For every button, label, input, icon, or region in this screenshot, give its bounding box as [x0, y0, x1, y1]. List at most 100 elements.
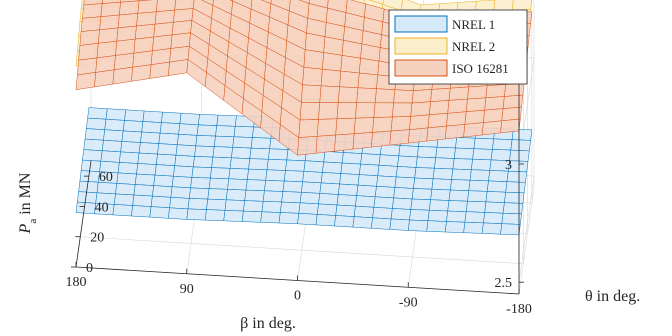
- surface-2-patch: [389, 129, 410, 146]
- x-tick-label-3: -90: [399, 295, 418, 310]
- surface-2-patch: [334, 133, 355, 152]
- surface-2-patch: [315, 134, 336, 154]
- surface-0-patch: [134, 173, 156, 186]
- surface-1-patch: [511, 0, 532, 11]
- y-tick-label-0: 0: [86, 261, 93, 276]
- z-axis-title-rest: in MN: [17, 172, 34, 219]
- surface-0-patch: [153, 174, 174, 187]
- y-tick-label-2: 40: [95, 200, 109, 215]
- surface-0-patch: [372, 207, 393, 220]
- surface-0-patch: [179, 112, 200, 126]
- surface-0-patch: [323, 151, 344, 164]
- surface-0-patch: [245, 179, 266, 192]
- surface-0-patch: [483, 212, 504, 224]
- surface-2-patch: [463, 122, 484, 138]
- surface-0-patch: [158, 132, 179, 145]
- surface-0-patch: [189, 187, 210, 200]
- surface-0-patch: [173, 165, 194, 178]
- surface-2-patch: [154, 9, 175, 25]
- surface-2-patch: [302, 67, 323, 87]
- surface-0-patch: [413, 177, 434, 190]
- surface-0-patch: [471, 158, 492, 171]
- surface-0-patch: [192, 156, 214, 168]
- surface-0-patch: [154, 164, 175, 177]
- surface-2-patch: [500, 118, 521, 134]
- surface-2-patch: [448, 86, 470, 101]
- surface-0-patch: [486, 180, 508, 193]
- surface-0-patch: [336, 194, 357, 207]
- surface-2-patch: [298, 119, 319, 138]
- surface-0-patch: [389, 218, 410, 231]
- surface-0-patch: [86, 117, 107, 130]
- surface-0-patch: [248, 158, 269, 171]
- surface-0-patch: [190, 177, 211, 189]
- surface-0-patch: [360, 153, 381, 166]
- surface-2-patch: [483, 108, 504, 123]
- surface-2-patch: [149, 61, 170, 79]
- surface-0-patch: [82, 149, 103, 162]
- surface-0-patch: [195, 135, 216, 147]
- surface-0-patch: [339, 173, 360, 186]
- surface-0-patch: [101, 139, 123, 153]
- surface-2-patch: [323, 36, 344, 56]
- surface-0-patch: [178, 123, 199, 136]
- surface-0-patch: [241, 210, 263, 223]
- surface-0-patch: [303, 160, 324, 173]
- surface-0-patch: [322, 161, 343, 174]
- surface-2-patch: [299, 102, 321, 121]
- surface-0-patch: [468, 179, 489, 192]
- surface-0-patch: [119, 151, 140, 164]
- surface-0-patch: [250, 137, 272, 150]
- surface-2-patch: [116, 25, 137, 42]
- floor-grid-beta-4: [518, 187, 535, 295]
- surface-2-patch: [319, 85, 340, 103]
- surface-0-patch: [450, 179, 471, 191]
- surface-0-patch: [215, 125, 236, 138]
- surface-2-patch: [119, 0, 140, 16]
- surface-0-patch: [302, 171, 323, 184]
- y-tick-label-1: 20: [90, 231, 104, 246]
- surface-0-patch: [446, 210, 467, 223]
- surface-0-patch: [207, 188, 228, 201]
- surface-0-patch: [268, 148, 289, 161]
- surface-0-patch: [233, 126, 254, 138]
- surface-0-patch: [187, 198, 209, 210]
- surface-0-patch: [500, 223, 521, 236]
- surface-2-patch: [409, 114, 430, 130]
- surface-2-patch: [357, 72, 379, 89]
- surface-0-patch: [216, 114, 237, 127]
- x-axis-title: β in deg.: [240, 315, 296, 332]
- surface-2-patch: [79, 29, 100, 46]
- surface-2-patch: [316, 118, 338, 137]
- surface-0-patch: [159, 122, 181, 135]
- surface-2-patch: [134, 23, 156, 40]
- surface-0-patch: [467, 190, 488, 203]
- surface-0-patch: [282, 180, 303, 193]
- surface-2-patch: [171, 20, 193, 36]
- surface-0-patch: [225, 189, 247, 201]
- surface-0-patch: [429, 199, 450, 212]
- surface-2-patch: [297, 136, 318, 156]
- surface-2-patch: [390, 116, 412, 132]
- surface-0-patch: [451, 168, 472, 181]
- surface-0-patch: [152, 185, 173, 198]
- surface-0-patch: [243, 200, 264, 213]
- surface-2-patch: [301, 84, 322, 103]
- surface-2-patch: [502, 94, 524, 109]
- surface-0-patch: [355, 195, 376, 208]
- surface-0-patch: [415, 156, 436, 169]
- surface-0-patch: [150, 195, 172, 209]
- surface-2-patch: [322, 52, 343, 72]
- z-axis-title-main: P: [17, 223, 34, 234]
- surface-0-patch: [206, 198, 227, 211]
- surface-0-patch: [502, 202, 524, 215]
- y-axis-line: [75, 160, 92, 268]
- surface-0-patch: [228, 168, 249, 180]
- surface-0-patch: [196, 124, 218, 137]
- surface-0-patch: [430, 188, 451, 201]
- surface-2-patch: [318, 102, 339, 120]
- surface-0-patch: [453, 147, 475, 160]
- surface-0-patch: [168, 207, 189, 220]
- surface-0-patch: [510, 139, 531, 152]
- z-axis-title: Pa in MN: [17, 172, 39, 234]
